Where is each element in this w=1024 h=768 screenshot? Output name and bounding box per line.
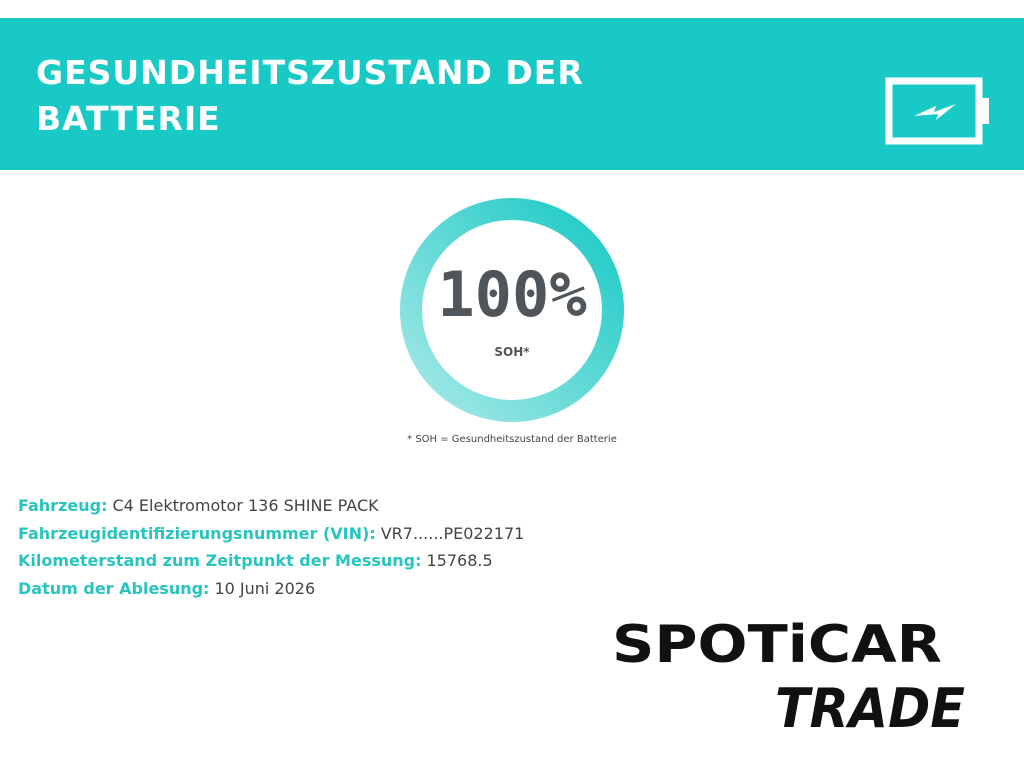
header: GESUNDHEITSZUSTAND DER BATTERIE — [0, 18, 1024, 170]
detail-value: C4 Elektromotor 136 SHINE PACK — [112, 496, 379, 515]
detail-label: Datum der Ablesung: — [18, 578, 210, 598]
detail-label: Fahrzeugidentifizierungsnummer (VIN): — [18, 523, 376, 543]
gauge-label: SOH* — [494, 345, 530, 359]
detail-label: Kilometerstand zum Zeitpunkt der Messung… — [18, 551, 422, 570]
detail-value: 10 Juni 2026 — [214, 578, 316, 598]
detail-row: Kilometerstand zum Zeitpunkt der Messung… — [18, 547, 524, 575]
detail-row: Fahrzeugidentifizierungsnummer (VIN): VR7… — [18, 520, 524, 548]
detail-row: Fahrzeug: C4 Elektromotor 136 SHINE PACK — [18, 492, 524, 520]
battery-icon — [885, 77, 989, 145]
detail-row: Datum der Ablesung: 10 Juni 2026 — [18, 575, 524, 603]
detail-value: VR7......PE022171 — [380, 523, 525, 543]
logo: SPOTiCAR TRADE — [612, 615, 965, 737]
footnote: * SOH = Gesundheitszustand der Batterie — [407, 434, 617, 445]
gauge-ring — [400, 198, 624, 422]
details: Fahrzeug: C4 Elektromotor 136 SHINE PACK F… — [18, 492, 524, 602]
logo-sub: TRADE — [775, 677, 965, 737]
gauge-value: 100% — [437, 258, 587, 331]
logo-brand: SPOTiCAR — [612, 615, 942, 675]
header-title: GESUNDHEITSZUSTAND DER BATTERIE — [36, 53, 584, 138]
detail-label: Fahrzeug: — [18, 496, 108, 515]
detail-value: 15768.5 — [426, 551, 493, 570]
